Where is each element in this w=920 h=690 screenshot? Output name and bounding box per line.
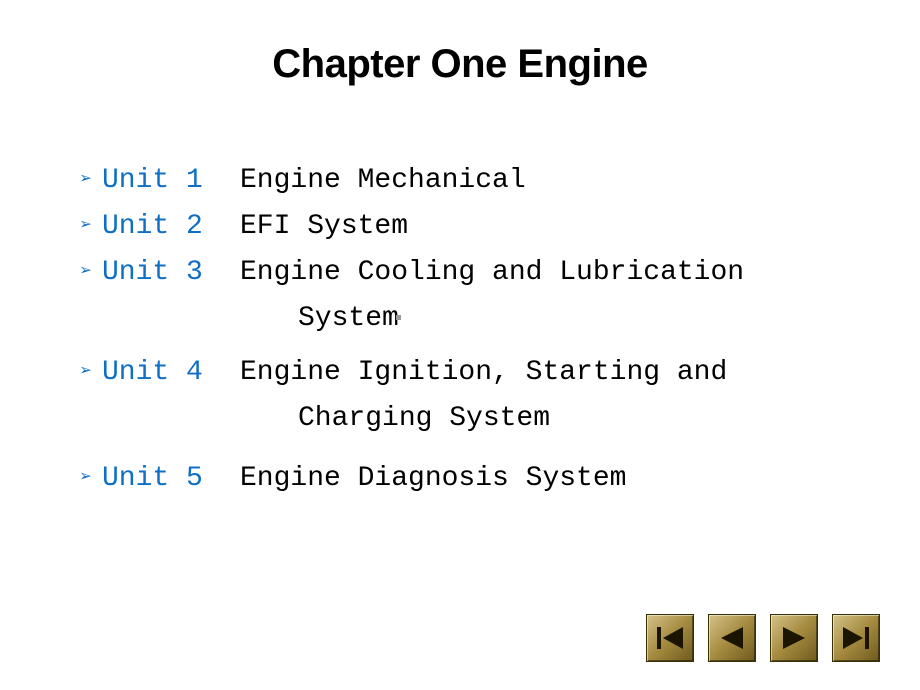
unit-label: Unit 5 <box>102 456 240 502</box>
bullet-icon: ➢ <box>80 158 102 204</box>
page-title: Chapter One Engine <box>0 0 920 87</box>
bullet-icon: ➢ <box>80 250 102 296</box>
unit-item-1: ➢ Unit 1 Engine Mechanical <box>80 158 870 204</box>
next-button[interactable] <box>770 614 818 662</box>
first-button[interactable] <box>646 614 694 662</box>
content-area: ➢ Unit 1 Engine Mechanical ➢ Unit 2 EFI … <box>80 158 870 502</box>
prev-icon <box>715 621 749 655</box>
marker-dot <box>396 315 401 320</box>
unit-label: Unit 4 <box>102 350 240 396</box>
first-icon <box>653 621 687 655</box>
unit-description: Engine Cooling and Lubrication System <box>240 250 870 342</box>
unit-description: EFI System <box>240 204 870 250</box>
last-icon <box>839 621 873 655</box>
unit-label: Unit 2 <box>102 204 240 250</box>
unit-item-2: ➢ Unit 2 EFI System <box>80 204 870 250</box>
unit-description: Engine Mechanical <box>240 158 870 204</box>
nav-button-group <box>646 614 880 662</box>
bullet-icon: ➢ <box>80 350 102 396</box>
bullet-icon: ➢ <box>80 204 102 250</box>
bullet-icon: ➢ <box>80 456 102 502</box>
unit-item-5: ➢ Unit 5 Engine Diagnosis System <box>80 456 870 502</box>
unit-item-4: ➢ Unit 4 Engine Ignition, Starting and C… <box>80 350 870 442</box>
unit-label: Unit 3 <box>102 250 240 296</box>
unit-label: Unit 1 <box>102 158 240 204</box>
unit-item-3: ➢ Unit 3 Engine Cooling and Lubrication … <box>80 250 870 342</box>
last-button[interactable] <box>832 614 880 662</box>
unit-list: ➢ Unit 1 Engine Mechanical ➢ Unit 2 EFI … <box>80 158 870 502</box>
next-icon <box>777 621 811 655</box>
unit-description: Engine Ignition, Starting and Charging S… <box>240 350 870 442</box>
prev-button[interactable] <box>708 614 756 662</box>
unit-description: Engine Diagnosis System <box>240 456 870 502</box>
